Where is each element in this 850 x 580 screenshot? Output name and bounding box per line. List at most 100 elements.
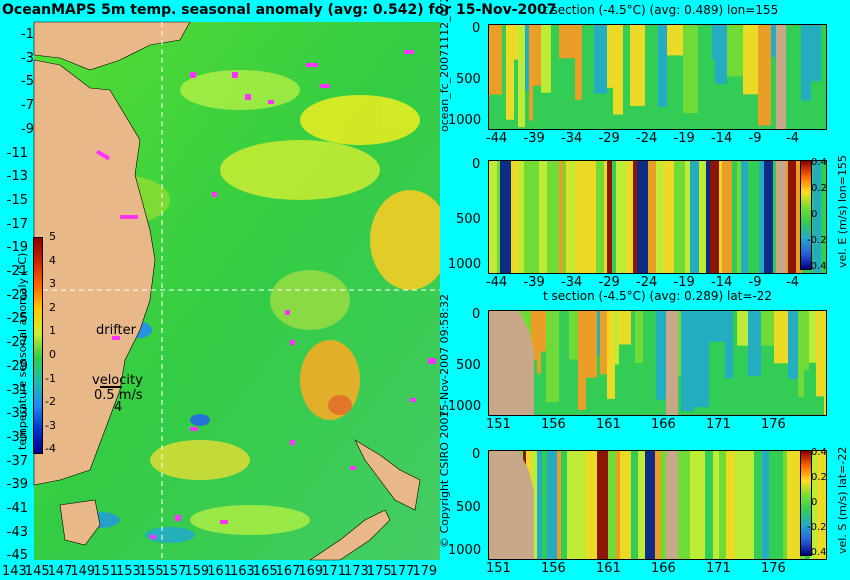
section-stripe <box>774 311 788 364</box>
section-stripe <box>561 451 567 559</box>
lon-tick-label: 155 <box>138 564 164 579</box>
section-stripe <box>804 311 809 370</box>
section-stripe <box>801 25 811 101</box>
section-stripe <box>743 25 758 95</box>
section-stripe <box>569 311 578 360</box>
lat-tick-label: -33 <box>6 406 28 422</box>
section-stripe <box>821 161 826 273</box>
section-land-mask <box>666 311 678 415</box>
lat-tick-label: -35 <box>6 429 28 445</box>
section-stripe <box>551 25 559 105</box>
section-colorbar-tick: 0.2 <box>811 472 827 483</box>
section-stripe <box>533 25 541 86</box>
section-stripe <box>706 161 710 273</box>
section-stripe <box>725 311 733 379</box>
section-stripe <box>586 311 597 378</box>
section-stripe <box>559 161 563 273</box>
section-stripe <box>489 161 497 273</box>
lon-tick-label: 147 <box>47 564 73 579</box>
section-stripe <box>519 161 524 273</box>
section-stripe <box>525 25 529 92</box>
section-stripe <box>796 161 802 273</box>
section-stripe <box>661 451 668 559</box>
section-colorbar-tick: 0 <box>811 209 818 220</box>
map-panel: -1 -3 -5 -7 -9 -11 -13 -15 -17 -19 -21 -23 -25 -27 -29… <box>2 21 440 579</box>
lon-tick-label: 151 <box>93 564 119 579</box>
section-stripe <box>547 161 552 273</box>
section-stripe <box>612 161 616 273</box>
map-colorbar-tick: 5 <box>49 230 56 243</box>
section-stripe <box>612 451 616 559</box>
section-stripe <box>732 161 737 273</box>
lat-tick-label: -27 <box>6 335 28 351</box>
section-stripe <box>679 451 690 559</box>
section-stripe <box>607 161 612 273</box>
map-colorbar-tick: -2 <box>45 395 56 409</box>
lon-tick-label: 159 <box>184 564 210 579</box>
lat-tick-label: -11 <box>6 145 28 161</box>
new-guinea-land <box>33 21 191 71</box>
section-stripe <box>600 311 607 375</box>
section-stripe <box>787 451 791 559</box>
section-stripe <box>681 311 694 412</box>
section-colorbar <box>800 160 812 270</box>
section-x-tick: -44 <box>486 275 508 290</box>
lon-tick-label: 175 <box>366 564 392 579</box>
section-colorbar-tick: -0.2 <box>807 522 827 533</box>
lat-tick-label: -39 <box>6 477 28 493</box>
map-colorbar-tick: -4 <box>45 442 56 456</box>
section-x-tick: -24 <box>636 275 658 290</box>
section-x-tick: -39 <box>523 275 545 290</box>
lat-tick-label: -43 <box>6 524 28 540</box>
section-x-tick: 151 <box>486 417 511 432</box>
section-x-tick: -9 <box>748 275 762 290</box>
section-stripe <box>788 25 801 67</box>
map-colorbar-tick: 2 <box>49 300 56 314</box>
section-stripe <box>537 451 542 559</box>
lat-tick-label: -29 <box>6 358 28 374</box>
section-colorbar-tick: 0.4 <box>811 447 827 458</box>
lon-tick-label: 179 <box>412 564 438 579</box>
lon-tick-label: 149 <box>70 564 96 579</box>
section-stripe <box>658 25 667 107</box>
section-stripe <box>656 161 659 273</box>
section-stripe <box>690 161 696 273</box>
section-stripe <box>645 451 655 559</box>
section-stripe <box>788 311 798 379</box>
section-colorbar-label: vel. E (m/s) lon=155 <box>836 155 849 268</box>
section-stripe <box>696 161 699 273</box>
section-land-mask <box>666 451 678 559</box>
section-stripe <box>597 311 600 356</box>
section-stripe <box>557 451 561 559</box>
section-stripe <box>655 451 661 559</box>
section-plot <box>488 24 827 130</box>
section-y-tick: 0 <box>472 21 481 36</box>
section-stripe <box>712 25 715 60</box>
section-stripe <box>677 311 681 377</box>
section-stripe <box>638 451 645 559</box>
section-stripe <box>811 25 821 82</box>
lat-tick-label: -21 <box>6 264 28 279</box>
section-x-tick: -44 <box>486 131 508 146</box>
section-y-tick: 500 <box>456 212 481 227</box>
section-stripe <box>788 161 796 273</box>
section-stripe <box>607 311 615 399</box>
lat-tick-label: -37 <box>6 453 28 469</box>
lon-tick-label: 165 <box>252 564 278 579</box>
section-x-tick: 151 <box>486 561 511 576</box>
section-stripe <box>547 451 557 559</box>
section-x-tick: -19 <box>673 275 695 290</box>
section-stripe <box>541 311 546 352</box>
section-stripe <box>633 161 637 273</box>
section-stripe <box>586 451 597 559</box>
section-stripe <box>667 25 683 56</box>
section-stripe <box>769 451 775 559</box>
australia-land <box>33 59 156 486</box>
map-colorbar-label: temperature seasonal anomaly (°C) <box>16 252 29 450</box>
section-colorbar-tick: 0.4 <box>811 157 827 168</box>
section-stripe <box>531 311 537 360</box>
section-stripe <box>810 451 817 559</box>
section-land-mask <box>776 25 786 129</box>
section-stripe <box>500 161 511 273</box>
velocity-legend-arrow <box>100 386 122 388</box>
